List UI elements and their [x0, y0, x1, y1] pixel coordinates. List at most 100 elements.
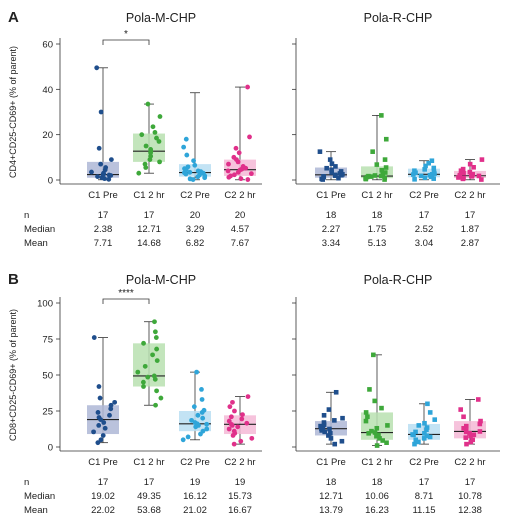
data-point [195, 168, 201, 174]
data-point [143, 143, 149, 149]
stat-median: 19.02 [91, 491, 115, 502]
x-tick-label: C2 2 hr [454, 457, 485, 468]
stat-mean: 2.87 [461, 238, 480, 249]
data-point [140, 379, 146, 385]
data-point [189, 417, 194, 423]
data-point [463, 423, 469, 429]
data-point [379, 167, 385, 173]
data-point [183, 136, 189, 142]
data-point [328, 431, 333, 436]
data-point [328, 436, 334, 441]
data-point [101, 420, 107, 425]
data-point [96, 145, 102, 151]
data-point [423, 163, 428, 169]
data-point [333, 164, 338, 169]
data-point [363, 410, 369, 415]
data-point [200, 428, 206, 434]
data-point [95, 410, 101, 415]
data-point [151, 373, 157, 379]
stat-mean: 21.02 [183, 505, 207, 516]
data-point [476, 173, 482, 179]
data-point [136, 170, 142, 176]
data-point [154, 135, 159, 141]
data-point [180, 437, 186, 443]
data-point [422, 431, 427, 436]
data-point [365, 414, 370, 420]
data-point [479, 177, 484, 182]
data-point [478, 418, 483, 424]
data-point [204, 421, 210, 427]
data-point [238, 176, 244, 182]
box [408, 168, 440, 178]
data-point [112, 399, 118, 405]
data-point [379, 113, 384, 118]
data-point [187, 169, 193, 175]
stat-mean: 12.38 [458, 505, 482, 516]
data-point [416, 439, 421, 445]
significance-marker: **** [118, 288, 134, 299]
stat-mean: 53.68 [137, 505, 161, 516]
y-tick-label: 0 [48, 176, 53, 187]
data-point [154, 358, 160, 363]
data-point [102, 425, 108, 431]
subplot-title: Pola-M-CHP [126, 273, 196, 287]
data-point [463, 428, 469, 433]
y-axis-label: CD8+CD25-CD69+ (% of parent) [8, 309, 18, 441]
x-tick-label: C1 Pre [88, 457, 118, 468]
data-point [192, 162, 198, 168]
data-point [158, 395, 164, 401]
y-axis-label: CD4+CD25-CD69+ (% of parent) [8, 46, 18, 178]
data-point [322, 429, 327, 435]
data-point [321, 174, 326, 179]
data-point [228, 173, 233, 179]
stat-median: 10.06 [365, 491, 389, 502]
data-point [153, 335, 159, 340]
data-point [96, 423, 102, 428]
data-point [245, 177, 251, 182]
data-point [369, 428, 374, 434]
data-point [467, 161, 473, 167]
x-tick-label: C1 2 hr [361, 457, 392, 468]
data-point [181, 144, 187, 150]
data-point [367, 387, 372, 392]
data-point [372, 430, 378, 435]
data-point [199, 387, 204, 392]
data-point [424, 433, 430, 439]
stat-n: 18 [372, 477, 383, 488]
data-point [154, 388, 159, 394]
data-point [226, 426, 232, 432]
data-point [247, 134, 252, 140]
data-point [98, 437, 104, 443]
subplot-title: Pola-R-CHP [364, 11, 433, 25]
data-point [432, 417, 438, 422]
data-point [245, 394, 251, 399]
data-point [100, 433, 106, 438]
data-point [248, 171, 254, 177]
stat-mean: 6.82 [186, 238, 205, 249]
data-point [148, 147, 154, 152]
data-point [228, 414, 234, 420]
stat-median: 2.38 [94, 224, 113, 235]
data-point [467, 169, 473, 175]
data-point [384, 440, 389, 445]
data-point [422, 167, 427, 172]
data-point [374, 162, 380, 167]
stat-row-label: Mean [24, 505, 48, 516]
data-point [185, 164, 191, 170]
data-point [96, 384, 102, 389]
data-point [332, 441, 338, 447]
data-point [152, 329, 158, 335]
data-point [191, 404, 197, 410]
significance-marker: * [124, 29, 128, 40]
data-point [240, 412, 245, 417]
data-point [244, 420, 250, 426]
data-point [245, 84, 250, 90]
data-point [382, 157, 388, 162]
data-point [200, 415, 206, 421]
data-point [471, 165, 476, 170]
data-point [457, 172, 463, 178]
stat-n: 17 [98, 210, 109, 221]
subplot-title: Pola-M-CHP [126, 11, 196, 25]
data-point [192, 420, 198, 425]
